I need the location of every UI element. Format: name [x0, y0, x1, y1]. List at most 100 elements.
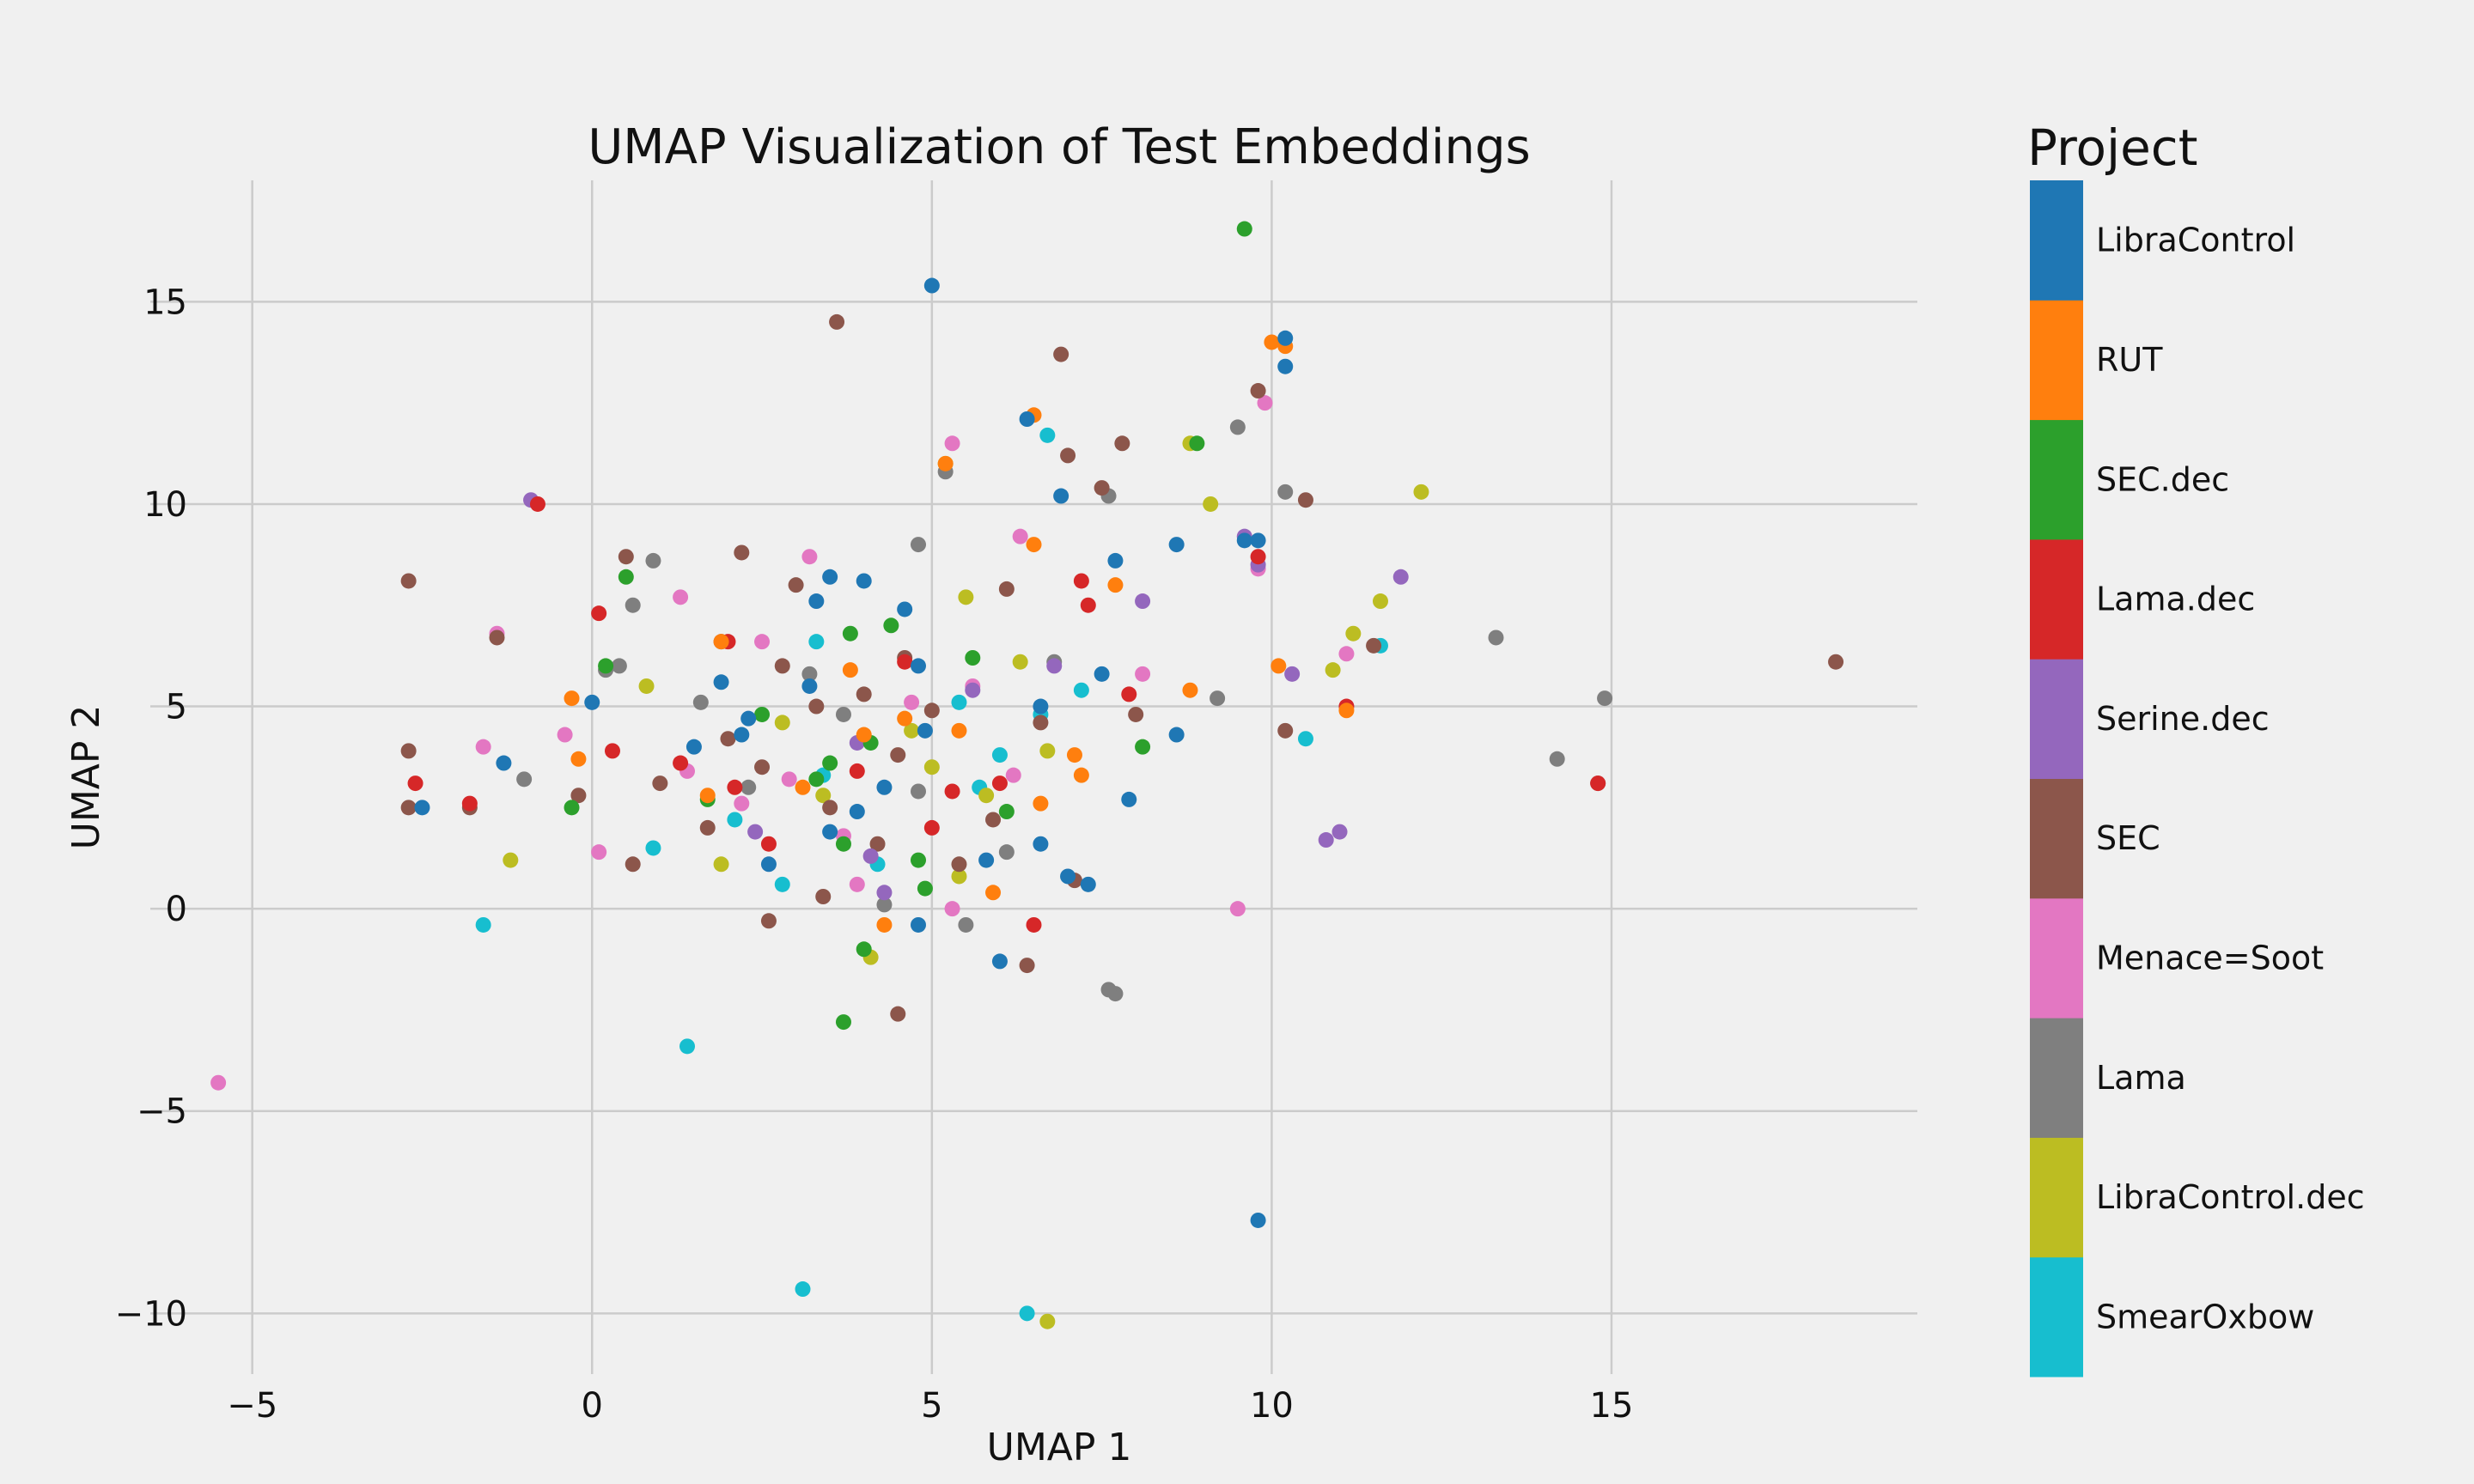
data-point [1039, 427, 1056, 443]
data-point [876, 779, 893, 795]
data-point [801, 678, 818, 694]
data-point [584, 694, 600, 710]
data-point [1372, 593, 1388, 610]
data-point [1257, 395, 1273, 411]
data-point [978, 788, 995, 804]
data-point [475, 916, 491, 933]
data-point [461, 795, 478, 812]
data-point [911, 658, 927, 674]
y-tick-label: −5 [137, 1092, 187, 1132]
data-point [1073, 682, 1089, 698]
data-point [951, 694, 967, 710]
data-point [400, 573, 417, 589]
data-point [1338, 702, 1355, 719]
legend-swatch [2030, 1137, 2083, 1258]
data-point [904, 694, 920, 710]
data-point [944, 783, 960, 800]
y-tick-label: 5 [166, 688, 187, 727]
data-point [407, 775, 424, 792]
data-point [489, 629, 505, 646]
data-point [1277, 722, 1294, 739]
data-point [951, 722, 967, 739]
data-point [1080, 597, 1096, 613]
data-point [835, 1014, 851, 1031]
legend-swatch [2030, 538, 2083, 660]
legend-label: Serine.dec [2096, 700, 2270, 738]
data-point [1121, 791, 1137, 807]
data-point [815, 889, 832, 904]
series-sec [400, 313, 1844, 1022]
data-point [808, 698, 825, 715]
data-point [1053, 488, 1069, 504]
data-point [1060, 447, 1076, 464]
data-point [400, 743, 417, 759]
data-point [991, 953, 1008, 970]
data-point [1100, 982, 1117, 998]
data-point [618, 569, 634, 585]
y-tick-label: 10 [143, 485, 187, 525]
x-tick-label: 5 [921, 1386, 942, 1426]
data-point [1094, 480, 1110, 496]
data-point [503, 852, 519, 868]
data-point [760, 913, 777, 929]
data-point [856, 727, 872, 743]
data-point [645, 840, 661, 856]
data-point [740, 710, 757, 727]
data-point [564, 800, 580, 816]
data-point [944, 435, 960, 452]
data-point [1135, 593, 1151, 610]
data-point [1135, 666, 1151, 682]
data-point [1168, 537, 1185, 553]
y-axis-ticks: −10 −5 0 5 10 15 [115, 283, 187, 1334]
data-point [1060, 868, 1076, 885]
data-point [1271, 658, 1287, 674]
data-point [1264, 334, 1280, 350]
data-point [904, 722, 920, 739]
data-point [1284, 666, 1301, 682]
data-point [645, 552, 661, 569]
data-point [911, 852, 927, 868]
data-point [1005, 767, 1021, 783]
legend-swatch [2030, 778, 2083, 899]
legend-swatch [2030, 1256, 2083, 1378]
data-point [1033, 715, 1049, 731]
series-rut [564, 334, 1355, 933]
data-point [876, 897, 893, 913]
data-point [998, 581, 1015, 597]
legend-swatch [2030, 897, 2083, 1019]
data-point [754, 634, 771, 650]
legend-label: Lama.dec [2096, 581, 2255, 618]
legend-label: Menace=Soot [2096, 939, 2324, 976]
data-point [849, 763, 865, 779]
data-point [856, 573, 872, 589]
data-point [713, 634, 729, 650]
data-point [1080, 876, 1096, 892]
data-point [1590, 775, 1606, 792]
data-point [1039, 1313, 1056, 1329]
data-point [727, 812, 743, 828]
legend-label: RUT [2096, 341, 2163, 379]
legend-swatch [2030, 1018, 2083, 1138]
data-point [869, 836, 886, 852]
data-point [1331, 824, 1348, 840]
data-point [937, 455, 954, 471]
data-point [917, 722, 933, 739]
data-point [951, 868, 967, 885]
data-point [958, 589, 974, 605]
data-point [1210, 690, 1226, 707]
data-point [917, 880, 933, 897]
data-point [727, 779, 743, 795]
data-point [754, 759, 771, 775]
data-point [991, 775, 1008, 792]
data-point [1012, 528, 1028, 544]
data-point [740, 779, 757, 795]
legend-label: Lama [2096, 1059, 2186, 1097]
data-points [210, 221, 1844, 1329]
data-point [1236, 532, 1252, 549]
data-point [911, 537, 927, 553]
data-point [591, 605, 607, 622]
data-point [1135, 739, 1151, 755]
data-point [829, 313, 845, 330]
data-point [965, 650, 981, 666]
